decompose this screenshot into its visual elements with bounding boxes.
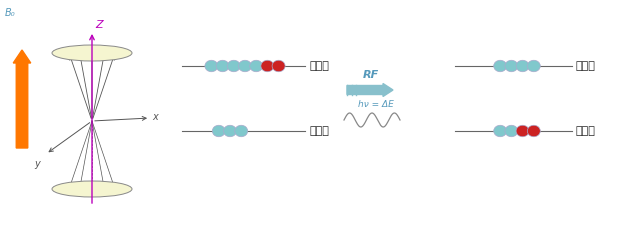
Ellipse shape	[493, 125, 506, 137]
Text: 高能级: 高能级	[309, 126, 329, 136]
Ellipse shape	[505, 60, 518, 72]
Ellipse shape	[261, 60, 274, 72]
Ellipse shape	[205, 60, 218, 72]
Text: hν = ΔE: hν = ΔE	[358, 100, 394, 109]
Ellipse shape	[227, 60, 240, 72]
Ellipse shape	[224, 125, 237, 137]
Ellipse shape	[493, 60, 506, 72]
Ellipse shape	[516, 60, 529, 72]
Ellipse shape	[52, 181, 132, 197]
FancyArrow shape	[347, 84, 393, 97]
Ellipse shape	[250, 60, 263, 72]
Text: 低能级: 低能级	[309, 61, 329, 71]
FancyArrow shape	[13, 50, 31, 148]
Text: x: x	[152, 112, 158, 122]
Ellipse shape	[235, 125, 248, 137]
Text: RF: RF	[363, 70, 379, 80]
Ellipse shape	[239, 60, 252, 72]
Ellipse shape	[527, 60, 540, 72]
Text: Z: Z	[95, 20, 103, 30]
Ellipse shape	[52, 45, 132, 61]
Ellipse shape	[505, 125, 518, 137]
Text: B₀: B₀	[5, 8, 16, 18]
Ellipse shape	[272, 60, 285, 72]
Text: y: y	[34, 159, 40, 169]
Text: 高能级: 高能级	[576, 126, 596, 136]
Ellipse shape	[516, 125, 529, 137]
Ellipse shape	[527, 125, 540, 137]
Text: 低能级: 低能级	[576, 61, 596, 71]
Ellipse shape	[212, 125, 226, 137]
Ellipse shape	[216, 60, 229, 72]
